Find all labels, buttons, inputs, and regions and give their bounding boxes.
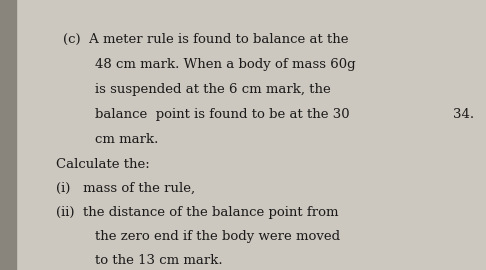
Text: 48 cm mark. When a body of mass 60g: 48 cm mark. When a body of mass 60g (95, 58, 355, 71)
Text: cm mark.: cm mark. (95, 133, 158, 146)
Text: Calculate the:: Calculate the: (56, 158, 150, 171)
Bar (0, 0, 16, 270)
Text: (c)  A meter rule is found to balance at the: (c) A meter rule is found to balance at … (63, 33, 348, 46)
Text: the zero end if the body were moved: the zero end if the body were moved (95, 230, 340, 243)
Text: is suspended at the 6 cm mark, the: is suspended at the 6 cm mark, the (95, 83, 330, 96)
Text: (ii)  the distance of the balance point from: (ii) the distance of the balance point f… (56, 206, 338, 219)
Text: 34.: 34. (453, 108, 474, 121)
Text: (i)   mass of the rule,: (i) mass of the rule, (56, 182, 195, 195)
Text: to the 13 cm mark.: to the 13 cm mark. (95, 254, 223, 267)
Text: balance  point is found to be at the 30: balance point is found to be at the 30 (95, 108, 349, 121)
